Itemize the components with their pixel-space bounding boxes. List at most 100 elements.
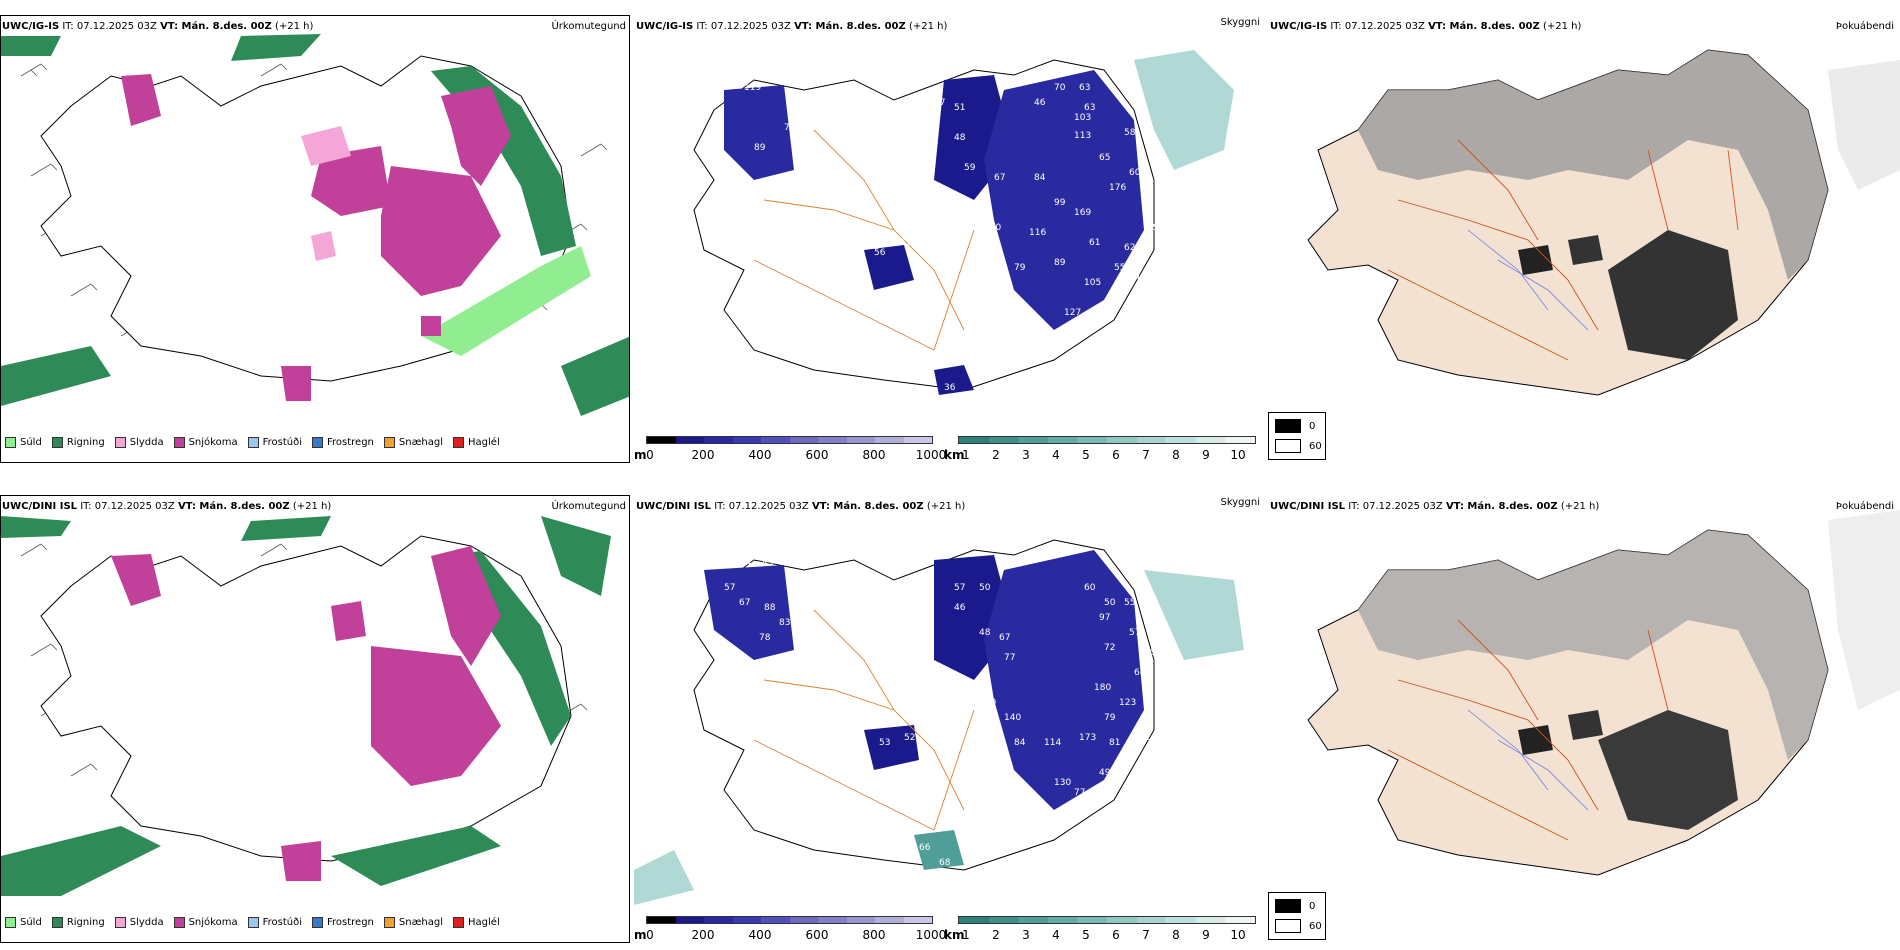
legend-swatch: [247, 917, 259, 928]
ceiling-value: 78: [759, 633, 771, 643]
tick-label: 800: [862, 928, 886, 942]
vis-bin: [988, 917, 1019, 923]
vis-bin: [1166, 437, 1196, 443]
legend-item: Haglél: [453, 437, 500, 448]
ceiling-value: 84: [1034, 173, 1046, 183]
ceiling-bin: [761, 437, 790, 443]
panel-header: UWC/IG-IS IT: 07.12.2025 03Z VT: Mán. 8.…: [636, 17, 1260, 35]
visibility-ticks: 1 2 3 4 5 6 7 8 9 10: [962, 928, 1264, 942]
ceiling-bin: [875, 917, 904, 923]
ceiling-value: 176: [1109, 183, 1126, 193]
ceiling-value: 55: [899, 238, 910, 248]
legend-label: Snjókoma: [188, 917, 238, 928]
legend-item: Rigning: [51, 437, 105, 448]
ceiling-value: 59: [964, 163, 976, 173]
ceiling-value: 66: [919, 843, 931, 853]
ceiling-map-bottom: 164 45 57 67 88 83 78 57 46 50 48 67 77 …: [634, 539, 1244, 905]
vis-bin: [1195, 917, 1226, 923]
ceiling-value: 50: [979, 583, 991, 593]
tick-label: 5: [1082, 928, 1090, 942]
legend-label: Haglél: [468, 437, 500, 448]
ceiling-value: 72: [784, 123, 795, 133]
tick-label: 7: [1142, 928, 1150, 942]
legend-swatch: [173, 437, 185, 448]
vis-bin: [1047, 917, 1078, 923]
fog-panel-top: UWC/IG-IS IT: 07.12.2025 03Z VT: Mán. 8.…: [1268, 0, 1900, 465]
tick-label: 2: [992, 928, 1000, 942]
ceiling-value: 50: [1104, 598, 1116, 608]
panel-title: Þokuábendi: [1835, 21, 1894, 32]
precip-map-frame: Súld Rigning Slydda Snjókoma Frostúði Fr…: [0, 15, 630, 463]
valid-time: VT: Mán. 8.des. 00Z: [794, 21, 906, 32]
ceiling-value: 160: [979, 698, 996, 708]
tick-label: 600: [805, 928, 829, 942]
ceiling-value: 62: [1124, 243, 1135, 253]
ceiling-value: 48: [954, 133, 966, 143]
tick-label: 4: [1052, 928, 1060, 942]
ceiling-bin: [789, 437, 818, 443]
ceiling-value: 44: [1154, 713, 1166, 723]
tick-label: 400: [748, 928, 772, 942]
ceiling-value: 68: [1134, 668, 1146, 678]
tick-label: 2: [992, 448, 1000, 462]
ceiling-map-top: 119 72 89 51 70 63 48 59 67 84 99 169 17…: [693, 50, 1234, 395]
ceiling-panel-top: UWC/IG-IS IT: 07.12.2025 03Z VT: Mán. 8.…: [634, 0, 1266, 465]
legend-label: Súld: [20, 437, 42, 448]
ceiling-value: 160: [984, 223, 1001, 233]
ceiling-bin: [647, 437, 676, 443]
legend-swatch: [51, 437, 63, 448]
ceiling-value: 57: [1129, 628, 1140, 638]
ceiling-colorbar-strip: [646, 436, 933, 444]
ceiling-value: 119: [744, 83, 761, 93]
ceiling-value: 56: [874, 248, 886, 258]
legend-label: Snjókoma: [188, 437, 238, 448]
fog-legend-row: 60: [1275, 919, 1322, 933]
ceiling-ticks: 0 200 400 600 800 1000: [646, 448, 946, 462]
fog-legend-label: 60: [1309, 920, 1322, 932]
init-time: IT: 07.12.2025 03Z: [696, 21, 791, 32]
ceiling-value: 180: [1094, 683, 1111, 693]
ceiling-value: 103: [1074, 113, 1091, 123]
ceiling-colorbar-strip: [646, 916, 933, 924]
legend-swatch: [5, 437, 16, 448]
ceiling-bin: [732, 437, 761, 443]
init-time: IT: 07.12.2025 03Z: [62, 21, 157, 32]
ceiling-bin: [704, 917, 733, 923]
legend-label: Slydda: [129, 437, 164, 448]
ceiling-bin: [903, 917, 932, 923]
fog-legend-row: 60: [1275, 439, 1322, 453]
ceiling-value: 67: [994, 173, 1005, 183]
vis-bin: [1225, 917, 1255, 923]
legend-item: Snæhagl: [383, 437, 443, 448]
ceiling-value: 169: [1074, 208, 1091, 218]
ceiling-value: 88: [764, 603, 776, 613]
ceiling-bin: [761, 917, 790, 923]
ceiling-value: 97: [1099, 613, 1110, 623]
fog-legend-top: 0 60: [1268, 412, 1326, 460]
vis-bin: [1225, 437, 1255, 443]
vis-bin: [1106, 437, 1137, 443]
tick-label: 0: [646, 448, 654, 462]
legend-label: Frostúði: [262, 437, 302, 448]
ceiling-value: 105: [1084, 278, 1101, 288]
vis-bin: [959, 917, 989, 923]
ceiling-value: 36: [944, 383, 956, 393]
model-name: UWC/DINI ISL: [2, 501, 78, 512]
ceiling-value: 61: [1089, 238, 1100, 248]
vis-bin: [1106, 917, 1137, 923]
ceiling-value: 45: [1154, 163, 1165, 173]
panel-title: Skyggni: [1220, 17, 1260, 28]
panel-header: UWC/DINI ISL IT: 07.12.2025 03Z VT: Mán.…: [1270, 501, 1894, 515]
legend-label: Súld: [20, 917, 42, 928]
lead-time: (+21 h): [292, 501, 332, 512]
legend-item: Frostregn: [312, 917, 374, 928]
valid-time: VT: Mán. 8.des. 00Z: [160, 21, 272, 32]
panel-header: UWC/IG-IS IT: 07.12.2025 03Z VT: Mán. 8.…: [2, 21, 626, 35]
lead-time: (+21 h): [908, 21, 948, 32]
visibility-colorbar-strip: [958, 916, 1256, 924]
ceiling-value: 79: [1014, 263, 1026, 273]
tick-label: 1000: [915, 448, 947, 462]
ceiling-bin: [903, 437, 932, 443]
vis-bin: [1047, 437, 1078, 443]
ceiling-unit: m: [634, 448, 647, 462]
